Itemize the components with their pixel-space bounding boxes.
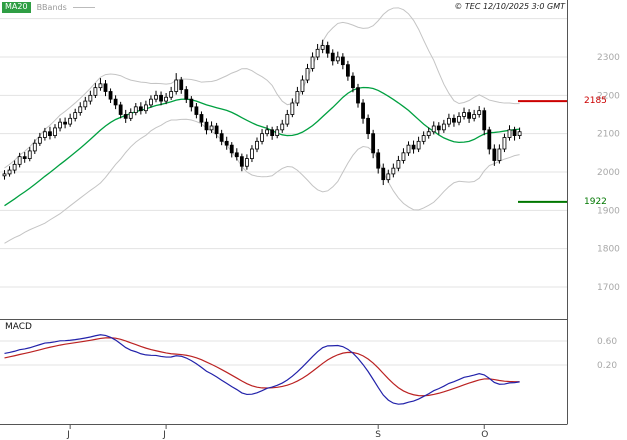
bbands-legend-line	[72, 6, 95, 8]
price-axis-label: 2200	[597, 91, 620, 101]
macd-axis-label: 0.60	[597, 337, 617, 347]
month-axis-label: J	[162, 430, 166, 440]
ma20-line	[4, 86, 520, 207]
gridlines	[0, 18, 567, 366]
candlesticks	[2, 39, 522, 186]
price-axis-label: 2000	[597, 168, 620, 178]
month-axis-label: O	[481, 430, 488, 440]
price-axis-label: 1700	[597, 283, 620, 293]
price-axis-label: 1900	[597, 206, 620, 216]
price-axis-label: 2300	[597, 53, 620, 63]
legend: MA20 BBands	[2, 2, 95, 13]
bollinger-upper-line	[4, 7, 520, 169]
macd-line	[4, 334, 520, 405]
copyright-text: © TEC 12/10/2025 3:0 GMT	[454, 2, 565, 11]
price-axis-label: 2100	[597, 130, 620, 140]
ma20-legend-badge: MA20	[2, 2, 31, 13]
month-axis-label: S	[375, 430, 381, 440]
bollinger-lower-line	[4, 118, 520, 244]
support-level-label: 1922	[584, 197, 607, 207]
macd-signal-line	[4, 337, 520, 397]
month-axis-label: J	[66, 430, 70, 440]
macd-axis-label: 0.20	[597, 361, 617, 371]
bbands-legend-label: BBands	[36, 2, 67, 12]
resistance-level-label: 2185	[584, 96, 607, 106]
macd-panel-label: MACD	[5, 322, 32, 332]
price-axis-label: 1800	[597, 245, 620, 255]
macd-plot	[4, 334, 520, 405]
